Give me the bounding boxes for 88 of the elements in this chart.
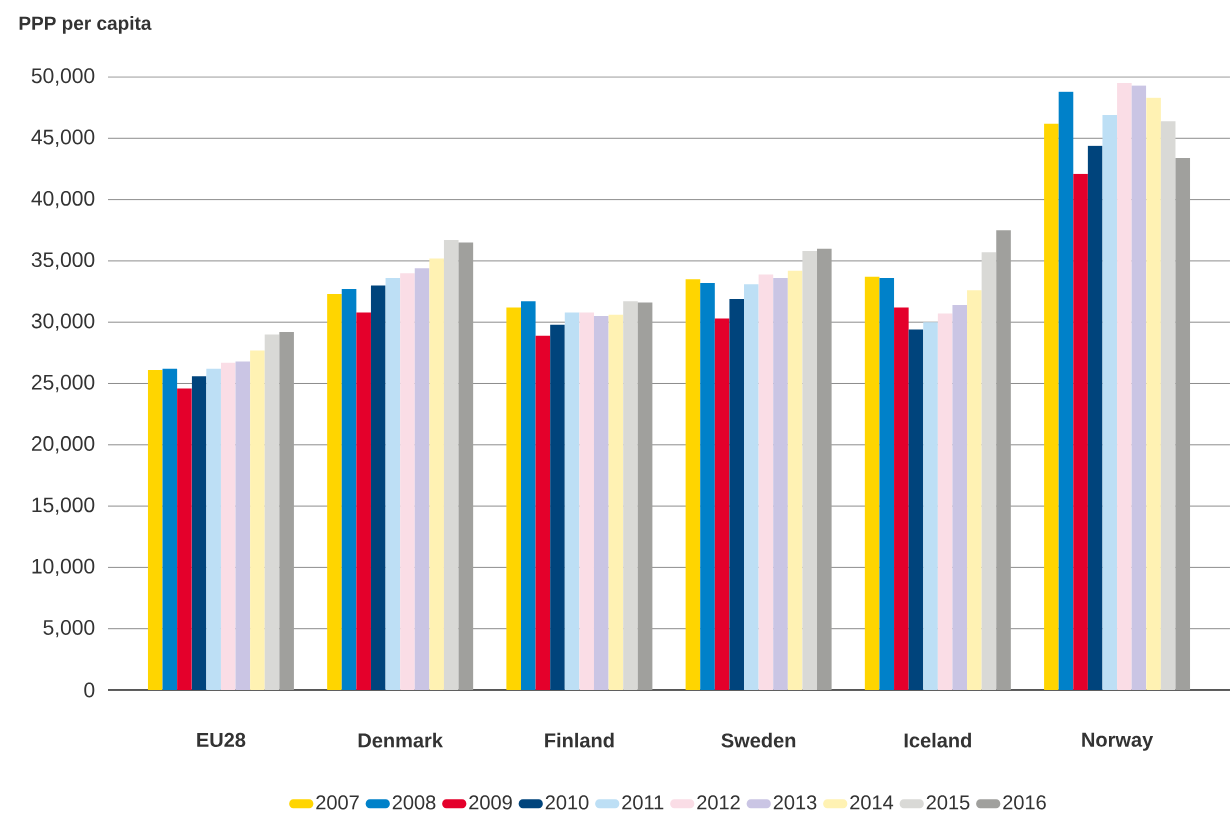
bar <box>729 298 745 690</box>
bar <box>1087 145 1103 690</box>
bar <box>341 289 357 690</box>
bar <box>506 307 521 690</box>
bar <box>923 322 938 690</box>
bar <box>773 278 788 690</box>
legend-label: 2012 <box>697 795 740 810</box>
bar <box>429 258 444 690</box>
y-tick-label: 30,000 <box>31 313 95 331</box>
bar <box>758 274 774 690</box>
bar <box>1044 123 1059 690</box>
bar <box>385 278 401 690</box>
bar <box>817 248 832 690</box>
bar <box>1131 85 1147 690</box>
x-tick-label: Sweden <box>721 732 796 748</box>
bar <box>220 362 236 690</box>
bar <box>550 324 565 690</box>
y-tick-label: 15,000 <box>32 497 95 515</box>
bar <box>162 368 178 690</box>
bar <box>579 312 594 690</box>
bar <box>864 276 880 690</box>
bar <box>443 240 459 690</box>
bar <box>400 273 415 690</box>
y-tick-label: 45,000 <box>31 129 95 147</box>
x-tick-label: EU28 <box>197 732 246 748</box>
y-tick-label: 35,000 <box>31 252 95 270</box>
bar <box>879 278 895 690</box>
y-tick-label: 25,000 <box>31 374 95 393</box>
bar <box>787 270 803 690</box>
bar <box>937 313 953 690</box>
bar <box>1102 115 1118 690</box>
bar <box>356 312 371 690</box>
legend-label: 2011 <box>622 795 664 810</box>
legend-label: 2009 <box>469 795 512 810</box>
bar <box>1058 91 1074 690</box>
bar <box>714 318 730 690</box>
bar <box>1146 97 1161 690</box>
bar <box>623 301 638 690</box>
bar <box>564 312 580 690</box>
bar <box>535 335 551 690</box>
bar <box>370 285 386 690</box>
bar <box>700 282 715 690</box>
legend-label: 2014 <box>850 795 894 810</box>
legend-label: 2015 <box>926 795 970 810</box>
bar <box>279 332 294 690</box>
legend-label: 2016 <box>1003 795 1046 810</box>
y-tick-label: 20,000 <box>31 436 95 454</box>
bar <box>981 252 997 690</box>
bar <box>147 370 163 690</box>
bar <box>250 350 265 690</box>
bar <box>908 329 924 690</box>
bar <box>327 294 342 690</box>
y-axis-title: PPP per capita <box>19 16 152 34</box>
y-tick-label: 0 <box>84 682 95 698</box>
bar <box>458 242 474 690</box>
bar <box>235 361 251 690</box>
bar <box>1073 173 1088 690</box>
bar <box>637 302 653 690</box>
bar <box>952 305 968 690</box>
x-tick-label: Norway <box>1082 732 1154 751</box>
y-tick-label: 5,000 <box>43 620 95 638</box>
x-tick-label: Finland <box>545 732 614 748</box>
y-tick-label: 40,000 <box>31 190 95 209</box>
bar <box>894 307 909 690</box>
bar <box>177 388 192 690</box>
bar <box>206 368 221 690</box>
x-tick-label: Iceland <box>904 732 971 748</box>
bar <box>191 376 207 690</box>
bar <box>264 334 280 690</box>
bar <box>996 230 1011 690</box>
bar <box>1175 157 1191 690</box>
x-tick-label: Denmark <box>358 732 443 748</box>
bar <box>608 314 624 690</box>
bar <box>744 284 759 690</box>
legend-label: 2007 <box>316 795 359 810</box>
bar <box>967 290 982 690</box>
legend-label: 2010 <box>545 795 589 810</box>
bar <box>414 268 430 690</box>
bar <box>1160 121 1176 690</box>
legend-label: 2013 <box>773 795 817 810</box>
bar <box>802 251 818 690</box>
bar <box>520 301 536 690</box>
y-tick-label: 50,000 <box>31 68 95 86</box>
y-tick-label: 10,000 <box>32 558 95 577</box>
bar <box>685 279 701 690</box>
bar <box>593 316 609 690</box>
legend-label: 2008 <box>392 795 436 810</box>
bar <box>1117 83 1132 690</box>
